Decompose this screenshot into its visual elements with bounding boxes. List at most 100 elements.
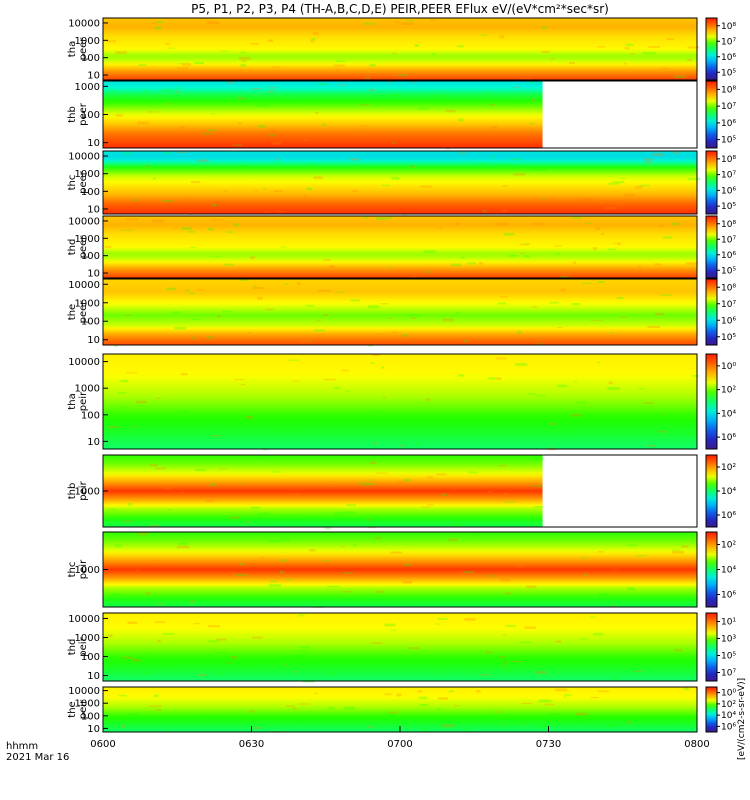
texture-streak [575, 721, 581, 724]
time-axis: 0600 0630 0700 0730 0800 [90, 726, 710, 750]
texture-streak [178, 63, 190, 65]
texture-streak [476, 534, 482, 537]
texture-streak [476, 689, 481, 693]
texture-streak [457, 45, 465, 48]
texture-streak [648, 45, 661, 48]
texture-streak [490, 126, 498, 129]
texture-streak [580, 557, 589, 559]
texture-streak [521, 702, 533, 705]
texture-streak [513, 86, 521, 89]
texture-streak [194, 468, 206, 472]
texture-streak [335, 60, 346, 63]
texture-streak [211, 203, 217, 207]
panel-name-probe: thd [67, 639, 78, 656]
texture-streak [432, 718, 446, 721]
texture-streak [152, 219, 164, 223]
texture-streak [206, 21, 220, 25]
texture-streak [368, 479, 373, 481]
texture-streak [306, 187, 313, 191]
texture-streak [207, 640, 220, 643]
texture-streak [575, 199, 587, 202]
texture-streak [314, 329, 326, 332]
colorbar-tick-label: 10¹ [721, 618, 736, 628]
texture-streak [268, 87, 277, 89]
texture-streak [531, 98, 536, 102]
y-tick-label: 100 [81, 410, 100, 421]
texture-streak [635, 554, 647, 557]
texture-streak [283, 663, 288, 665]
texture-streak [115, 51, 127, 54]
texture-streak [270, 66, 281, 68]
texture-streak [140, 671, 154, 674]
texture-streak [598, 593, 609, 597]
texture-streak [655, 312, 664, 316]
texture-streak [321, 560, 330, 562]
texture-streak [318, 82, 328, 86]
texture-streak [246, 415, 253, 419]
texture-streak [466, 131, 477, 134]
texture-streak [138, 63, 147, 67]
texture-streak [210, 219, 223, 221]
texture-streak [448, 538, 459, 542]
texture-streak [642, 51, 656, 55]
texture-streak [323, 378, 337, 381]
texture-streak [607, 248, 617, 251]
y-tick-label: 1000 [75, 699, 100, 710]
texture-streak [368, 305, 380, 309]
texture-streak [647, 325, 661, 328]
texture-streak [626, 721, 631, 724]
y-tick-label: 10 [87, 138, 100, 149]
texture-streak [496, 377, 502, 380]
texture-streak [388, 81, 392, 83]
texture-streak [427, 504, 435, 506]
texture-streak [353, 544, 357, 547]
texture-streak [521, 273, 530, 275]
texture-streak [508, 722, 521, 725]
y-tick-label: 10000 [68, 152, 100, 163]
texture-streak [130, 199, 139, 201]
texture-streak [373, 442, 377, 445]
texture-streak [555, 640, 562, 643]
texture-streak [240, 51, 247, 54]
texture-streak [570, 413, 582, 417]
texture-streak [233, 144, 243, 146]
y-tick-label: 1000 [75, 82, 100, 93]
colorbar-tick-label: 10⁶ [721, 722, 736, 732]
texture-streak [468, 515, 477, 519]
texture-streak [192, 318, 202, 320]
texture-streak [307, 340, 311, 342]
texture-streak [238, 56, 251, 60]
texture-streak [572, 302, 580, 306]
texture-streak [516, 101, 529, 104]
texture-streak [580, 197, 593, 201]
texture-streak [309, 163, 316, 166]
panel-name-probe: tha [67, 41, 78, 57]
texture-streak [513, 173, 526, 176]
texture-streak [502, 501, 516, 503]
texture-streak [223, 190, 228, 192]
texture-streak [121, 520, 135, 522]
texture-streak [595, 227, 600, 230]
texture-streak [630, 53, 635, 55]
panel-frame [102, 150, 698, 215]
texture-streak [549, 422, 557, 426]
texture-streak [240, 63, 247, 67]
texture-streak [605, 724, 619, 727]
texture-streak [197, 159, 209, 162]
texture-streak [321, 123, 326, 127]
spectrogram-image [103, 216, 697, 278]
panel-name-probe: thd [67, 239, 78, 256]
texture-streak [448, 690, 455, 693]
texture-streak [387, 216, 393, 220]
texture-streak [200, 18, 210, 20]
texture-streak [571, 216, 582, 219]
texture-streak [397, 74, 408, 77]
texture-streak [637, 265, 642, 268]
texture-streak [174, 326, 187, 330]
texture-streak [194, 61, 205, 65]
texture-streak [187, 231, 196, 233]
panel-thd-peer: thd peer 10 100 1000 10000 10⁵ 10⁶ 10⁷ 10⁸ [67, 215, 736, 280]
texture-streak [425, 398, 431, 401]
panel-name-instrument: peir [78, 559, 89, 579]
